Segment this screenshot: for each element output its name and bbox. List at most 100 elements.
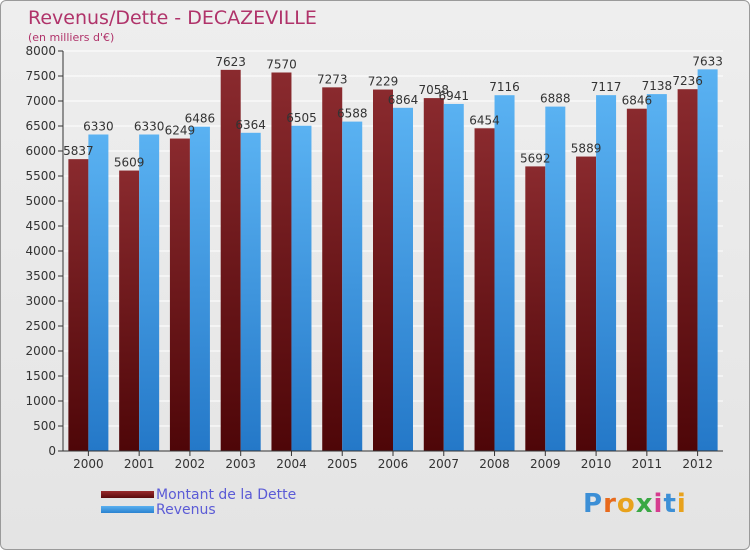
dette-value-label: 5692 [520, 151, 551, 165]
dette-bar [474, 128, 495, 452]
logo-letter: i [653, 489, 664, 519]
dette-value-label: 5889 [571, 142, 602, 156]
revenus-bar [697, 69, 718, 451]
dette-bar [677, 89, 698, 451]
y-tick-label: 7000 [25, 94, 56, 108]
y-tick-label: 2500 [25, 319, 56, 333]
y-tick-label: 7500 [25, 69, 56, 83]
y-tick-label: 3000 [25, 294, 56, 308]
dette-value-label: 6846 [622, 94, 653, 108]
revenus-value-label: 6941 [438, 89, 469, 103]
x-tick-label: 2002 [175, 457, 206, 471]
dette-value-label: 6454 [469, 113, 500, 127]
revenus-bar [291, 125, 312, 451]
dette-bar [68, 159, 89, 451]
legend: Montant de la Dette Revenus [101, 486, 297, 518]
revenus-bar [342, 121, 363, 451]
dette-value-label: 6249 [165, 124, 196, 138]
revenus-value-label: 6330 [83, 120, 114, 134]
dette-bar [576, 156, 597, 452]
y-tick-label: 4500 [25, 219, 56, 233]
dette-value-label: 7273 [317, 72, 348, 86]
legend-swatch-dette [101, 491, 154, 498]
revenus-bar [545, 106, 566, 451]
revenus-value-label: 6888 [540, 92, 571, 106]
logo-letter: x [635, 489, 654, 519]
revenus-value-label: 7117 [591, 80, 622, 94]
dette-bar [626, 108, 647, 451]
revenus-value-label: 7633 [692, 54, 723, 68]
dette-value-label: 7623 [215, 55, 246, 69]
x-tick-label: 2010 [581, 457, 612, 471]
proxiti-logo: Proxiti [583, 489, 687, 519]
revenus-bar [596, 95, 617, 452]
x-tick-label: 2004 [276, 457, 307, 471]
revenus-value-label: 7116 [489, 80, 520, 94]
revenus-bar [189, 126, 210, 451]
x-tick-label: 2005 [327, 457, 358, 471]
x-tick-label: 2011 [632, 457, 663, 471]
dette-value-label: 5609 [114, 156, 145, 170]
revenus-bar [240, 132, 261, 452]
dette-bar [169, 138, 190, 452]
logo-letter: t [663, 489, 677, 519]
revenus-value-label: 6588 [337, 107, 368, 121]
dette-value-label: 5837 [63, 144, 94, 158]
x-tick-label: 2006 [378, 457, 409, 471]
dette-value-label: 7570 [266, 58, 297, 72]
y-tick-label: 2000 [25, 344, 56, 358]
revenus-bar [646, 94, 667, 451]
logo-letter: r [603, 489, 617, 519]
dette-bar [271, 72, 292, 451]
y-tick-label: 6500 [25, 119, 56, 133]
logo-letter: P [583, 489, 604, 519]
y-tick-label: 0 [48, 444, 56, 458]
y-tick-label: 1000 [25, 394, 56, 408]
dette-bar [525, 166, 546, 451]
revenus-value-label: 6330 [134, 120, 165, 134]
x-tick-label: 2003 [225, 457, 256, 471]
x-tick-label: 2012 [682, 457, 713, 471]
y-tick-label: 1500 [25, 369, 56, 383]
y-tick-label: 4000 [25, 244, 56, 258]
y-tick-label: 5000 [25, 194, 56, 208]
chart-subtitle: (en milliers d'€) [28, 31, 115, 44]
revenus-bar [139, 134, 160, 451]
dette-value-label: 7058 [418, 83, 449, 97]
revenus-bar [443, 103, 464, 451]
y-tick-label: 5500 [25, 169, 56, 183]
x-tick-label: 2009 [530, 457, 561, 471]
legend-item-revenus: Revenus [101, 501, 296, 518]
x-tick-label: 2000 [73, 457, 104, 471]
dette-bar [119, 170, 140, 452]
y-tick-label: 6000 [25, 144, 56, 158]
revenus-value-label: 7138 [642, 79, 673, 93]
revenus-value-label: 6505 [286, 111, 317, 125]
revenus-bar [494, 95, 515, 451]
dette-bar [373, 89, 393, 452]
y-tick-label: 3500 [25, 269, 56, 283]
logo-letter: i [676, 489, 687, 519]
dette-bar [423, 98, 444, 451]
revenus-value-label: 6364 [235, 118, 266, 132]
x-tick-label: 2007 [428, 457, 459, 471]
dette-value-label: 7229 [368, 75, 399, 89]
legend-swatch-revenus [101, 506, 154, 513]
chart-title: Revenus/Dette - DECAZEVILLE [28, 7, 317, 29]
y-tick-label: 8000 [25, 44, 56, 58]
x-tick-label: 2008 [479, 457, 510, 471]
legend-label-revenus: Revenus [156, 501, 216, 518]
revenus-bar [393, 107, 413, 452]
logo-letter: o [616, 489, 636, 519]
revenus-bar [88, 134, 109, 451]
dette-bar [322, 87, 343, 451]
legend-item-dette: Montant de la Dette [101, 486, 297, 503]
x-tick-label: 2001 [124, 457, 155, 471]
revenus-value-label: 6864 [388, 93, 419, 107]
legend-label-dette: Montant de la Dette [156, 486, 297, 503]
revenus-value-label: 6486 [185, 112, 216, 126]
dette-bar [220, 69, 241, 451]
dette-value-label: 7236 [672, 74, 703, 88]
